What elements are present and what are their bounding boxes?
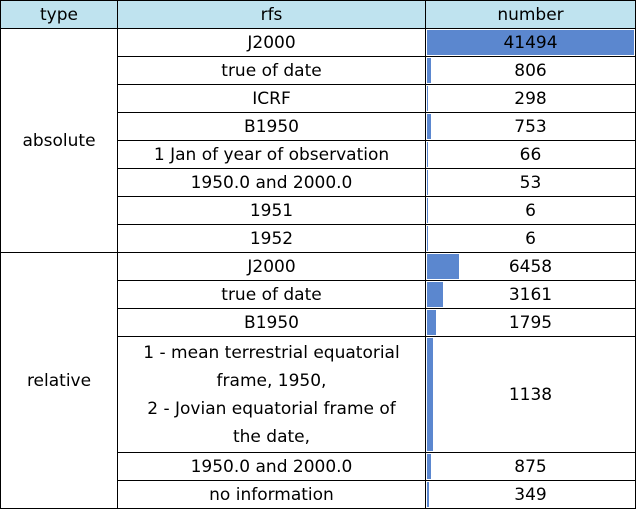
data-bar: [427, 226, 428, 251]
rfs-label: J2000: [247, 32, 296, 53]
number-cell: 6458: [425, 252, 636, 281]
number-value: 753: [514, 116, 547, 137]
table-row: B1950 1795: [1, 308, 636, 337]
rfs-cell: 1951: [117, 196, 426, 225]
table-row: 1951 6: [1, 196, 636, 225]
table-row: 1950.0 and 2000.0 875: [1, 452, 636, 481]
table-row: true of date 806: [1, 56, 636, 85]
rfs-label: 1950.0 and 2000.0: [190, 172, 353, 193]
type-cell: relative: [0, 252, 118, 509]
table-row: 1950.0 and 2000.0 53: [1, 168, 636, 197]
rfs-label: 1950.0 and 2000.0: [190, 456, 353, 477]
header-number: number: [425, 0, 636, 29]
rfs-cell: no information: [117, 480, 426, 509]
rfs-label: 1952: [249, 228, 294, 249]
data-bar: [427, 30, 634, 55]
table-row: 1952 6: [1, 224, 636, 253]
data-bar: [427, 338, 433, 451]
rfs-label: ICRF: [252, 88, 291, 109]
rfs-label: 1951: [249, 200, 294, 221]
data-bar: [427, 254, 459, 279]
rfs-label: J2000: [247, 256, 296, 277]
data-bar: [427, 310, 436, 335]
number-value: 53: [519, 172, 542, 193]
table-body: absolute J2000 41494 true of date 806 ICRF 298…: [0, 28, 636, 509]
rfs-cell: B1950: [117, 112, 426, 141]
rfs-line: the date,: [232, 426, 311, 447]
rfs-cell: 1 Jan of year of observation: [117, 140, 426, 169]
number-value: 1138: [508, 384, 553, 405]
rfs-cell: ICRF: [117, 84, 426, 113]
rfs-cell: 1950.0 and 2000.0: [117, 452, 426, 481]
table-row: no information 349: [1, 480, 636, 509]
number-value: 6458: [508, 256, 553, 277]
number-cell: 1795: [425, 308, 636, 337]
data-bar: [427, 282, 443, 307]
number-value: 41494: [503, 32, 558, 53]
number-value: 806: [514, 60, 547, 81]
number-cell: 6: [425, 196, 636, 225]
table-row: 1 - mean terrestrial equatorial frame, 19…: [1, 336, 636, 453]
header-type: type: [0, 0, 118, 29]
data-bar: [427, 86, 428, 111]
number-cell: 806: [425, 56, 636, 85]
number-value: 349: [514, 484, 547, 505]
data-bar: [427, 114, 431, 139]
data-bar: [427, 482, 429, 507]
header-row: type rfs number: [0, 0, 636, 29]
rfs-label: no information: [209, 484, 334, 505]
rfs-label: B1950: [244, 116, 299, 137]
data-bar: [427, 142, 428, 167]
rfs-line: frame, 1950,: [216, 370, 327, 391]
number-cell: 3161: [425, 280, 636, 309]
number-value: 6: [525, 228, 536, 249]
rfs-label: 1 Jan of year of observation: [153, 144, 390, 165]
rfs-label: true of date: [221, 284, 322, 305]
number-cell: 298: [425, 84, 636, 113]
rfs-cell: J2000: [117, 28, 426, 57]
data-bar: [427, 198, 428, 223]
table-row: ICRF 298: [1, 84, 636, 113]
rfs-label: true of date: [221, 60, 322, 81]
number-value: 3161: [508, 284, 553, 305]
data-bar: [427, 454, 431, 479]
table-row: absolute J2000 41494: [0, 28, 636, 253]
rfs-cell: J2000: [117, 252, 426, 281]
rfs-line: 2 - Jovian equatorial frame of: [147, 398, 396, 419]
rfs-label: B1950: [244, 312, 299, 333]
rfs-cell: 1 - mean terrestrial equatorial frame, 19…: [117, 336, 426, 453]
number-cell: 53: [425, 168, 636, 197]
header-rfs: rfs: [117, 0, 426, 29]
number-cell: 6: [425, 224, 636, 253]
rfs-line: 1 - mean terrestrial equatorial: [143, 342, 400, 363]
data-bar: [427, 58, 431, 83]
number-cell: 875: [425, 452, 636, 481]
table-row: relative J2000 6458: [0, 252, 636, 509]
number-cell: 753: [425, 112, 636, 141]
number-value: 875: [514, 456, 547, 477]
number-cell: 41494: [425, 28, 636, 57]
number-value: 66: [519, 144, 542, 165]
rfs-cell: 1950.0 and 2000.0: [117, 168, 426, 197]
number-value: 6: [525, 200, 536, 221]
number-cell: 349: [425, 480, 636, 509]
table-row: B1950 753: [1, 112, 636, 141]
number-cell: 1138: [425, 336, 636, 453]
number-cell: 66: [425, 140, 636, 169]
rfs-cell: 1952: [117, 224, 426, 253]
rfs-cell: true of date: [117, 56, 426, 85]
data-bar: [427, 170, 428, 195]
number-value: 1795: [508, 312, 553, 333]
rfs-cell: true of date: [117, 280, 426, 309]
rfs-cell: B1950: [117, 308, 426, 337]
number-value: 298: [514, 88, 547, 109]
type-cell: absolute: [0, 28, 118, 253]
